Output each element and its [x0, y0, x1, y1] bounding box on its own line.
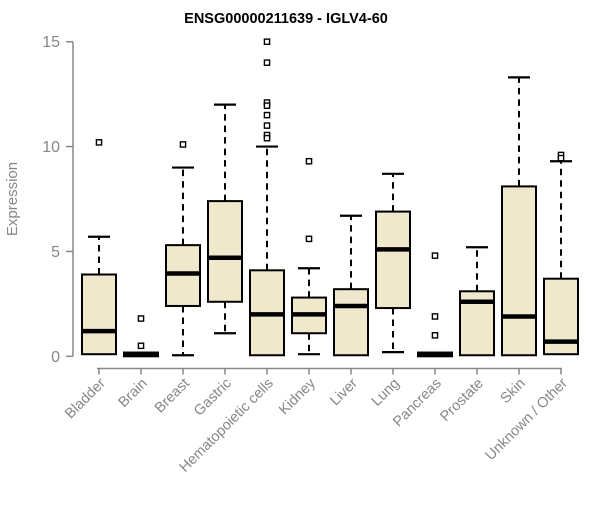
outlier-point [263, 38, 271, 46]
box-lung [375, 172, 411, 354]
x-tick-label-lung: Lung [369, 376, 403, 410]
y-tick-label: 10 [42, 139, 60, 156]
box-liver [333, 214, 369, 357]
outlier-point [431, 332, 439, 339]
box-gastric [207, 103, 243, 335]
box-hematopoietic-cells [249, 38, 285, 357]
outlier-point [431, 313, 439, 320]
iqr-box [501, 185, 537, 357]
outlier-point [95, 139, 103, 146]
box-bladder [81, 139, 117, 356]
outlier-point [431, 252, 439, 259]
box-breast [165, 141, 201, 357]
outlier-point [263, 102, 271, 109]
box-pancreas [417, 252, 453, 358]
y-tick-label: 0 [51, 349, 60, 366]
box-brain [123, 315, 159, 358]
x-tick-label-kidney: Kidney [276, 375, 319, 418]
box-skin [501, 76, 537, 357]
iqr-box [207, 200, 243, 303]
iqr-box [375, 210, 411, 310]
outlier-point [305, 157, 313, 165]
box-unknown-other [543, 151, 579, 356]
x-tick-label-skin: Skin [498, 376, 529, 407]
outlier-point [263, 111, 271, 119]
chart-title: ENSG00000211639 - IGLV4-60 [184, 11, 388, 27]
x-tick-label-breast: Breast [152, 376, 193, 417]
iqr-box [81, 273, 117, 356]
outlier-point [305, 235, 313, 243]
box-prostate [459, 246, 495, 357]
x-tick-label-liver: Liver [327, 375, 361, 409]
outlier-point [557, 154, 565, 162]
outlier-point [263, 122, 271, 129]
box-kidney [291, 157, 327, 356]
x-tick-label-bladder: Bladder [62, 375, 109, 422]
outlier-point [263, 59, 271, 66]
outlier-point [263, 134, 271, 142]
y-axis: 0 5 10 15 Expression [4, 34, 74, 366]
y-axis-title: Expression [4, 162, 21, 236]
x-tick-label-prostate: Prostate [437, 376, 486, 425]
x-tick-label-brain: Brain [116, 376, 151, 411]
outlier-point [137, 342, 145, 350]
outlier-point [179, 141, 187, 148]
y-tick-label: 15 [42, 34, 60, 51]
iqr-box [333, 288, 369, 357]
outlier-point [137, 315, 145, 322]
y-tick-label: 5 [51, 244, 60, 261]
